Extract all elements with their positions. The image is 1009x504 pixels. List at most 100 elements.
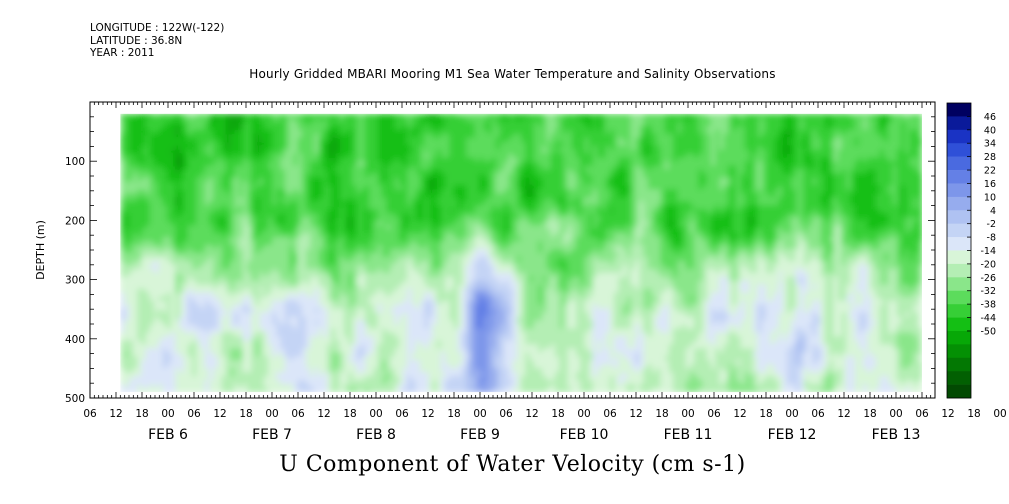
heatmap-cell xyxy=(192,312,197,318)
heatmap-cell xyxy=(276,141,282,147)
heatmap-cell xyxy=(255,181,261,186)
heatmap-cell xyxy=(230,121,235,127)
heatmap-cell xyxy=(272,332,278,338)
heatmap-cell xyxy=(348,165,353,171)
heatmap-cell xyxy=(137,205,143,210)
heatmap-cell xyxy=(356,141,362,147)
heatmap-cell xyxy=(141,221,147,226)
heatmap-cell xyxy=(415,280,421,286)
heatmap-cell xyxy=(234,213,240,218)
heatmap-cell xyxy=(360,229,366,234)
heatmap-cell xyxy=(128,153,134,159)
heatmap-cell xyxy=(251,316,256,322)
heatmap-cell xyxy=(213,145,218,151)
heatmap-cell xyxy=(289,233,294,238)
heatmap-cell xyxy=(221,360,227,365)
heatmap-cell xyxy=(166,316,172,322)
heatmap-cell xyxy=(415,268,421,274)
heatmap-cell xyxy=(276,237,282,242)
heatmap-cell xyxy=(234,332,240,338)
heatmap-cell xyxy=(386,360,391,365)
heatmap-cell xyxy=(398,320,404,326)
heatmap-cell xyxy=(318,372,324,377)
heatmap-cell xyxy=(175,201,180,206)
heatmap-cell xyxy=(373,149,379,155)
heatmap-cell xyxy=(419,197,425,202)
heatmap-cell xyxy=(170,245,176,250)
heatmap-cell xyxy=(120,201,126,206)
heatmap-cell xyxy=(394,376,400,381)
heatmap-cell xyxy=(124,320,130,326)
heatmap-cell xyxy=(217,256,223,262)
heatmap-cell xyxy=(386,320,391,326)
heatmap-cell xyxy=(369,324,375,330)
heatmap-cell xyxy=(276,213,282,218)
heatmap-cell xyxy=(238,217,244,222)
heatmap-cell xyxy=(255,201,261,206)
heatmap-cell xyxy=(268,217,273,222)
heatmap-cell xyxy=(284,233,290,238)
heatmap-cell xyxy=(268,189,273,194)
heatmap-cell xyxy=(386,121,391,127)
heatmap-cell xyxy=(386,149,391,155)
heatmap-cell xyxy=(293,332,299,338)
heatmap-cell xyxy=(369,177,375,183)
heatmap-cell xyxy=(289,177,294,183)
heatmap-cell xyxy=(132,376,138,381)
heatmap-cell xyxy=(331,260,337,266)
heatmap-cell xyxy=(187,368,193,373)
heatmap-cell xyxy=(225,304,231,310)
heatmap-cell xyxy=(187,340,193,345)
heatmap-cell xyxy=(217,173,223,179)
heatmap-cell xyxy=(238,260,244,266)
heatmap-cell xyxy=(310,332,316,338)
heatmap-cell xyxy=(183,356,189,361)
heatmap-cell xyxy=(192,292,197,298)
heatmap-cell xyxy=(297,205,303,210)
heatmap-cell xyxy=(394,256,400,262)
heatmap-cell xyxy=(208,229,214,234)
heatmap-cell xyxy=(263,141,269,147)
heatmap-cell xyxy=(263,372,269,377)
heatmap-cell xyxy=(335,320,341,326)
heatmap-cell xyxy=(386,252,391,258)
heatmap-cell xyxy=(386,336,391,341)
heatmap-cell xyxy=(335,252,341,258)
heatmap-cell xyxy=(230,256,235,262)
heatmap-cell xyxy=(272,145,278,151)
heatmap-cell xyxy=(213,308,218,314)
heatmap-cell xyxy=(305,292,311,298)
heatmap-cell xyxy=(348,133,353,139)
heatmap-cell xyxy=(352,221,358,226)
heatmap-cell xyxy=(251,324,256,330)
heatmap-cell xyxy=(196,268,202,274)
heatmap-cell xyxy=(204,169,210,175)
heatmap-cell xyxy=(411,316,417,322)
heatmap-cell xyxy=(255,197,261,202)
heatmap-cell xyxy=(407,288,413,294)
heatmap-cell xyxy=(343,225,349,230)
heatmap-cell xyxy=(398,368,404,373)
heatmap-cell xyxy=(331,209,337,214)
heatmap-cell xyxy=(297,360,303,365)
heatmap-cell xyxy=(128,372,134,377)
heatmap-cell xyxy=(162,121,168,127)
heatmap-cell xyxy=(390,173,396,179)
heatmap-cell xyxy=(310,284,316,290)
heatmap-cell xyxy=(301,380,307,385)
heatmap-cell xyxy=(263,388,269,393)
heatmap-cell xyxy=(289,165,294,171)
heatmap-cell xyxy=(360,268,366,274)
heatmap-cell xyxy=(208,173,214,179)
heatmap-cell xyxy=(162,157,168,163)
heatmap-cell xyxy=(154,197,159,202)
heatmap-cell xyxy=(183,320,189,326)
heatmap-cell xyxy=(411,185,417,190)
heatmap-cell xyxy=(234,177,240,183)
heatmap-cell xyxy=(343,296,349,302)
heatmap-cell xyxy=(124,113,130,119)
heatmap-cell xyxy=(124,221,130,226)
heatmap-cell xyxy=(200,193,206,198)
heatmap-cell xyxy=(137,189,143,194)
heatmap-cell xyxy=(339,169,345,175)
